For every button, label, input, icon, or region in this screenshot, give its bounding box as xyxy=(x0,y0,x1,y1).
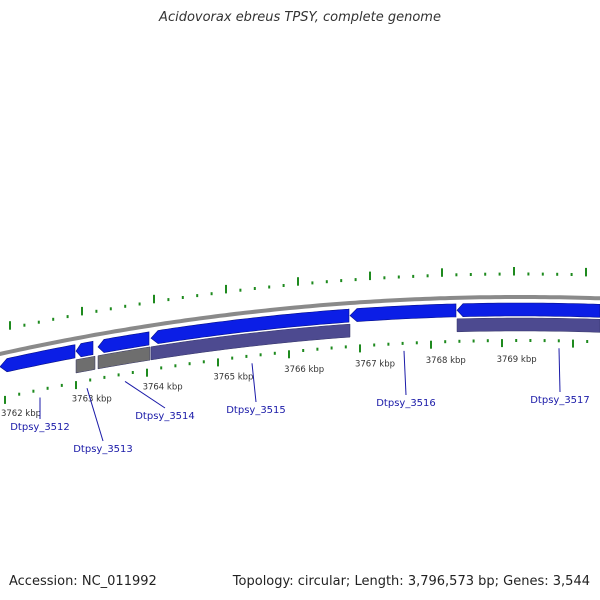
forward-gene-arrow xyxy=(150,308,350,344)
scale-label-3767: 3767 kbp xyxy=(355,360,395,370)
scale-label-3768: 3768 kbp xyxy=(426,356,466,366)
forward-gene-arrow xyxy=(97,331,150,353)
accession-value: NC_011992 xyxy=(81,574,157,589)
gene-leader-line xyxy=(86,388,104,442)
gene-label-Dtpsy_3513: Dtpsy_3513 xyxy=(73,444,133,455)
reverse-gene-block xyxy=(75,355,96,374)
accession-info: Accession: NC_011992 xyxy=(9,574,157,589)
gene-leader-line xyxy=(558,348,561,393)
forward-gene-arrow xyxy=(456,302,600,318)
gene-leader-line xyxy=(124,380,166,409)
outer-tick-track xyxy=(9,267,587,330)
scale-label-3762: 3762 kbp xyxy=(1,409,41,419)
scale-label-3763: 3763 kbp xyxy=(72,395,112,405)
reverse-gene-block xyxy=(97,346,151,370)
accession-label: Accession: xyxy=(9,574,78,589)
length-value: 3,796,573 bp xyxy=(407,574,495,589)
gene-leader-line xyxy=(251,363,257,403)
map-title: Acidovorax ebreus TPSY, complete genome xyxy=(159,10,441,25)
genes-label: Genes: xyxy=(503,574,549,589)
scale-label-3764: 3764 kbp xyxy=(143,383,183,393)
gene-label-Dtpsy_3515: Dtpsy_3515 xyxy=(226,405,286,416)
gene-label-Dtpsy_3514: Dtpsy_3514 xyxy=(135,411,195,422)
gene-label-Dtpsy_3517: Dtpsy_3517 xyxy=(530,395,590,406)
backbone-arc xyxy=(0,295,600,356)
genome-backbone xyxy=(0,295,600,356)
forward-gene-arrow xyxy=(75,340,94,358)
scale-labels: 3762 kbp 3763 kbp 3764 kbp 3765 kbp 3766 kbp… xyxy=(1,355,537,419)
topology-value: circular xyxy=(297,574,346,589)
forward-gene-arrow xyxy=(349,303,457,322)
length-label: Length: xyxy=(354,574,404,589)
genome-stats: Topology: circular; Length: 3,796,573 bp… xyxy=(232,574,590,589)
scale-label-3766: 3766 kbp xyxy=(284,365,324,375)
inner-tick-track xyxy=(4,339,589,404)
scale-label-3769: 3769 kbp xyxy=(497,355,537,365)
genes-value: 3,544 xyxy=(552,574,590,589)
scale-label-3765: 3765 kbp xyxy=(213,373,253,383)
gene-label-Dtpsy_3516: Dtpsy_3516 xyxy=(376,398,436,409)
gene-leader-line xyxy=(403,350,407,396)
gene-label-Dtpsy_3512: Dtpsy_3512 xyxy=(10,422,70,433)
forward-gene-arrow xyxy=(0,344,76,373)
gene-feature-track xyxy=(0,302,600,374)
reverse-gene-block xyxy=(150,323,351,361)
reverse-gene-block xyxy=(456,317,600,333)
topology-label: Topology: xyxy=(232,574,294,589)
